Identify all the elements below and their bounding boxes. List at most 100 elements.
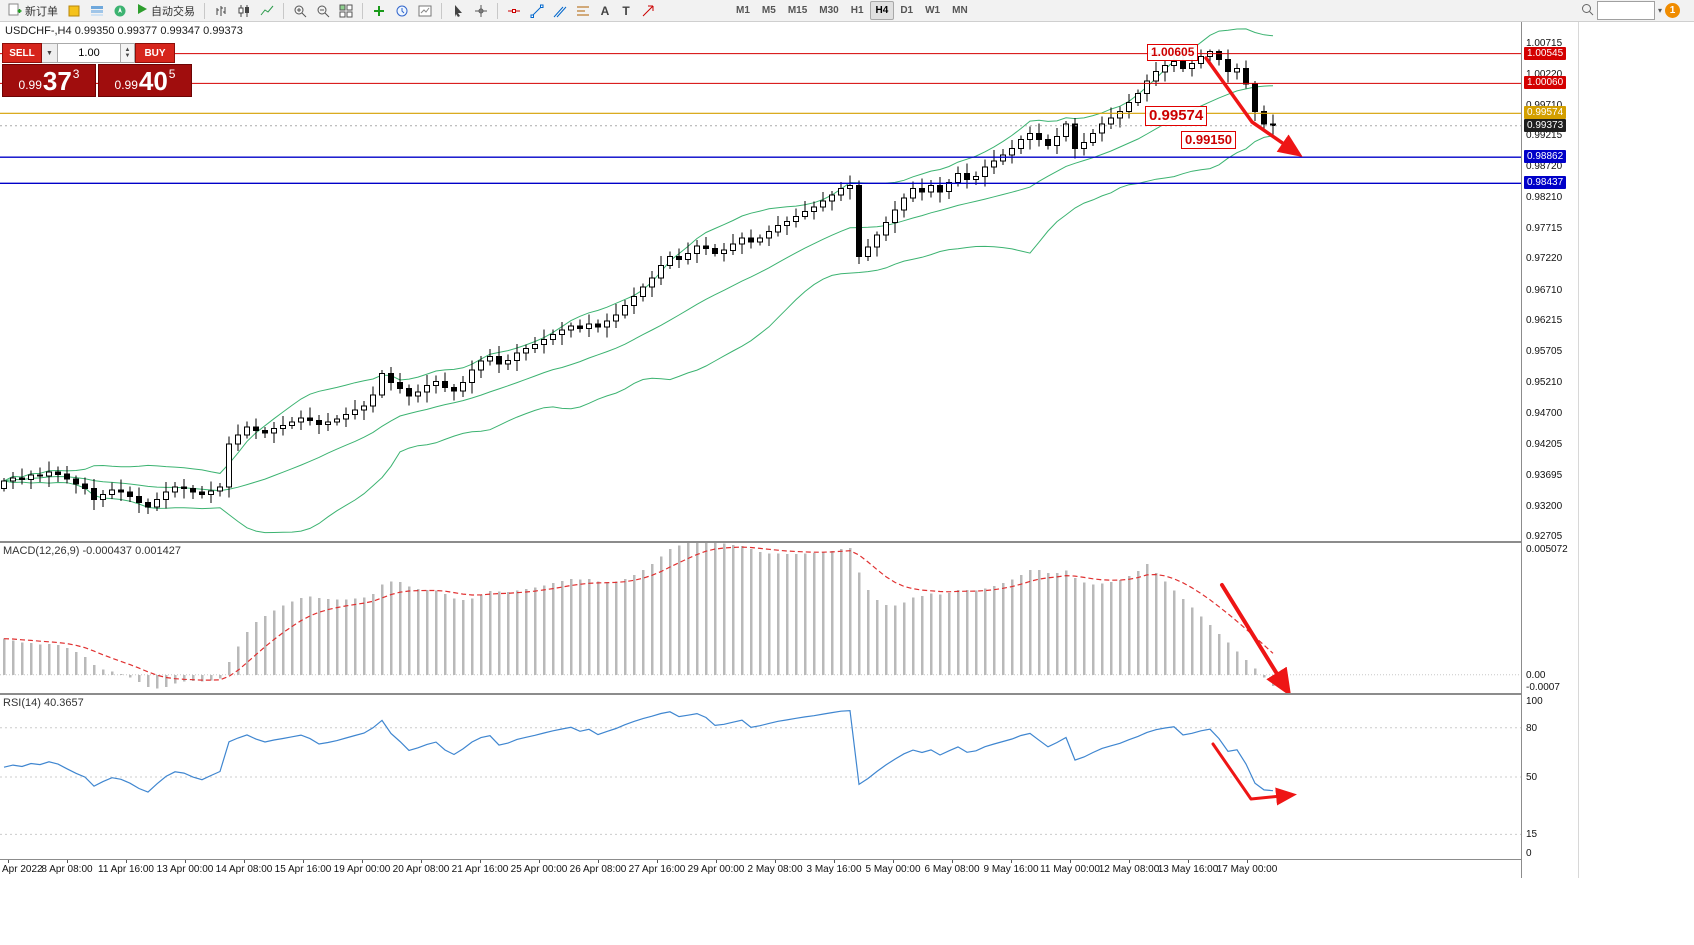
time-axis-tick: [598, 860, 599, 863]
timeframe-button-m30[interactable]: M30: [819, 5, 839, 16]
cursor-icon[interactable]: [447, 1, 469, 21]
timeframe-button-m15[interactable]: M15: [787, 5, 808, 16]
time-axis-tick: [1011, 860, 1012, 863]
price-scale-boxed-label: 0.98862: [1524, 150, 1567, 164]
volume-stepper[interactable]: ▲ ▼: [121, 43, 135, 63]
time-axis-label: 19 Apr 00:00: [333, 864, 391, 875]
scale-label: 80: [1526, 722, 1538, 734]
rsi-canvas[interactable]: [0, 695, 1521, 859]
text-tool-icon[interactable]: A: [600, 3, 610, 18]
time-axis-tick: [775, 860, 776, 863]
sell-button[interactable]: SELL: [2, 43, 42, 63]
symbol-title: USDCHF-,H4 0.99350 0.99377 0.99347 0.993…: [5, 25, 243, 37]
scale-label: 0.94205: [1526, 438, 1563, 450]
time-axis-tick: [185, 860, 186, 863]
scale-label: -0.0007: [1526, 682, 1560, 693]
macd-pane[interactable]: MACD(12,26,9) -0.000437 0.001427: [0, 543, 1521, 693]
scale-label: 50: [1526, 772, 1538, 783]
scale-label: 0.94700: [1526, 408, 1563, 420]
zoom-in-icon[interactable]: [289, 1, 311, 21]
scale-label: 0.92705: [1526, 531, 1563, 543]
timeframe-button-w1[interactable]: W1: [925, 5, 941, 16]
scale-label: 0.99215: [1526, 130, 1563, 142]
autotrading-button[interactable]: 自动交易: [132, 1, 199, 21]
time-axis-label: 14 Apr 08:00: [215, 864, 273, 875]
time-axis-label: 29 Apr 00:00: [687, 864, 745, 875]
toolbar-separator: [204, 2, 205, 19]
timeframe-button-d1[interactable]: D1: [900, 5, 914, 16]
price-scale-boxed-label: 0.99373: [1524, 118, 1567, 132]
toolbar-separator: [283, 2, 284, 19]
navigator-icon[interactable]: [109, 1, 131, 21]
time-axis-label: 11 May 00:00: [1040, 864, 1100, 875]
timeframe-button-m5[interactable]: M5: [761, 5, 776, 16]
rsi-pane[interactable]: RSI(14) 40.3657: [0, 695, 1521, 859]
chart-window: USDCHF-,H4 0.99350 0.99377 0.99347 0.993…: [0, 22, 1579, 879]
main-chart-canvas[interactable]: [0, 22, 1521, 541]
time-axis-tick: [67, 860, 68, 863]
price-scale[interactable]: 1.00715 1.00220 0.99710 0.99215 0.98720 0.982…: [1521, 22, 1578, 878]
time-axis-tick: [1070, 860, 1071, 863]
price-scale-boxed-label: 0.98437: [1524, 176, 1567, 190]
new-order-button[interactable]: 新订单: [4, 1, 62, 21]
pane-separator[interactable]: [0, 541, 1578, 543]
template-icon[interactable]: [414, 1, 436, 21]
time-axis-label: 13 May 16:00: [1157, 864, 1219, 875]
timeframe-button-h1[interactable]: H1: [850, 5, 864, 16]
timeframe-button-h4[interactable]: H4: [869, 1, 895, 20]
metaeditor-icon[interactable]: [63, 1, 85, 21]
arrows-tool-icon[interactable]: [637, 1, 659, 21]
symbol-name: USDCHF-,H4: [5, 25, 72, 37]
volume-dropdown-icon[interactable]: ▼: [42, 43, 58, 63]
market-watch-icon[interactable]: [86, 1, 108, 21]
period-clock-icon[interactable]: [391, 1, 413, 21]
stepper-up-icon[interactable]: ▲: [124, 47, 131, 53]
timeframe-button-m1[interactable]: M1: [736, 5, 750, 16]
main-price-pane[interactable]: USDCHF-,H4 0.99350 0.99377 0.99347 0.993…: [0, 22, 1521, 541]
time-axis[interactable]: Apr 2022 8 Apr 08:00 11 Apr 16:00 13 Apr 00…: [0, 859, 1521, 879]
buy-button[interactable]: BUY: [135, 43, 175, 63]
rsi-label: RSI(14) 40.3657: [3, 697, 84, 709]
horizontal-line-tool-icon[interactable]: [503, 1, 525, 21]
autotrading-play-icon: [136, 3, 148, 18]
price-annotation-box[interactable]: 0.99150: [1181, 131, 1236, 149]
tile-windows-icon[interactable]: [335, 1, 357, 21]
label-tool-icon[interactable]: T: [622, 3, 630, 18]
time-axis-label: 21 Apr 16:00: [451, 864, 509, 875]
sell-price-display[interactable]: 0.99 37 3: [2, 64, 96, 97]
scale-label: 1.00220: [1526, 68, 1563, 80]
timeframe-group: M1 M5 M15 M30 H1 H4 D1 W1 MN: [730, 1, 974, 20]
trendline-tool-icon[interactable]: [526, 1, 548, 21]
zoom-out-icon[interactable]: [312, 1, 334, 21]
channel-tool-icon[interactable]: [549, 1, 571, 21]
time-axis-label: 20 Apr 08:00: [392, 864, 450, 875]
time-axis-label: 9 May 16:00: [983, 864, 1039, 875]
new-order-label: 新订单: [25, 5, 58, 18]
time-axis-label: 11 Apr 16:00: [98, 864, 154, 875]
timeframe-button-mn[interactable]: MN: [952, 5, 968, 16]
time-axis-label: 6 May 08:00: [924, 864, 980, 875]
scale-label: 0.95210: [1526, 376, 1563, 388]
price-annotation-box[interactable]: 0.99574: [1145, 106, 1208, 126]
time-axis-label: 13 Apr 00:00: [156, 864, 214, 875]
buy-price-display[interactable]: 0.99 40 5: [98, 64, 192, 97]
price-annotation-box[interactable]: 1.00605: [1147, 44, 1199, 61]
candlestick-chart-icon[interactable]: [233, 1, 255, 21]
bar-chart-icon[interactable]: [210, 1, 232, 21]
volume-input[interactable]: [58, 43, 121, 63]
notification-badge[interactable]: 1: [1665, 3, 1680, 18]
autotrading-label: 自动交易: [151, 5, 195, 18]
pane-separator[interactable]: [0, 693, 1578, 695]
crosshair-icon[interactable]: [470, 1, 492, 21]
scale-label: 0.98720: [1526, 160, 1563, 172]
price-scale-boxed-label: 1.00060: [1524, 76, 1567, 90]
fibonacci-tool-icon[interactable]: [572, 1, 594, 21]
scale-label: 0.93695: [1526, 470, 1563, 482]
stepper-down-icon[interactable]: ▼: [124, 53, 131, 59]
line-chart-icon[interactable]: [256, 1, 278, 21]
time-axis-label: 8 Apr 08:00: [41, 864, 93, 875]
symbol-search-input[interactable]: [1596, 1, 1655, 20]
macd-canvas[interactable]: [0, 543, 1521, 693]
add-indicator-icon[interactable]: [368, 1, 390, 21]
search-dropdown-icon[interactable]: ▾: [1657, 6, 1662, 15]
